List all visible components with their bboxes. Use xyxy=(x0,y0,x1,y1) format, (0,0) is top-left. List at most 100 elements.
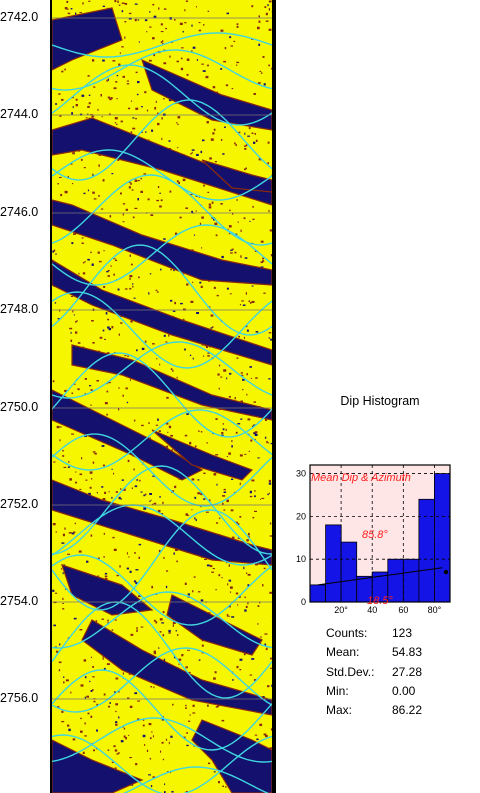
speckle xyxy=(113,472,115,475)
speckle xyxy=(213,473,217,476)
speckle xyxy=(93,86,96,88)
speckle xyxy=(155,289,158,291)
speckle xyxy=(263,83,266,86)
speckle xyxy=(182,30,184,33)
speckle xyxy=(59,426,62,428)
speckle xyxy=(158,647,160,649)
speckle xyxy=(80,684,84,687)
speckle xyxy=(137,700,141,702)
speckle xyxy=(124,21,127,23)
speckle xyxy=(163,98,165,100)
speckle xyxy=(155,424,159,426)
speckle xyxy=(234,142,236,145)
speckle xyxy=(183,308,186,311)
stat-row-min: Min: 0.00 xyxy=(326,684,436,703)
speckle xyxy=(246,329,249,332)
speckle xyxy=(244,132,246,135)
speckle xyxy=(102,179,105,182)
speckle xyxy=(197,591,201,593)
speckle xyxy=(168,334,170,337)
speckle xyxy=(134,18,137,22)
speckle xyxy=(125,387,128,390)
speckle xyxy=(230,249,233,251)
trend-line xyxy=(317,567,443,586)
speckle xyxy=(191,478,195,481)
speckle xyxy=(231,445,233,448)
speckle xyxy=(268,378,271,380)
speckle xyxy=(138,41,140,43)
speckle xyxy=(250,301,252,304)
speckle xyxy=(79,473,83,476)
speckle xyxy=(101,445,105,447)
speckle xyxy=(231,248,234,250)
speckle xyxy=(170,735,173,738)
speckle xyxy=(128,181,131,183)
speckle xyxy=(104,578,108,580)
speckle xyxy=(247,602,249,605)
speckle xyxy=(63,676,65,678)
speckle xyxy=(91,263,94,266)
speckle xyxy=(253,424,256,426)
speckle xyxy=(162,40,164,42)
speckle xyxy=(243,217,246,220)
speckle xyxy=(213,677,216,680)
speckle xyxy=(82,262,85,264)
speckle xyxy=(261,497,265,499)
speckle xyxy=(236,665,239,669)
speckle xyxy=(264,633,268,635)
speckle xyxy=(259,70,262,72)
speckle xyxy=(75,481,77,484)
speckle xyxy=(59,309,61,312)
speckle xyxy=(114,767,117,770)
speckle xyxy=(153,15,157,19)
speckle xyxy=(222,502,224,505)
speckle xyxy=(214,222,218,225)
histogram-bar xyxy=(325,524,342,603)
speckle xyxy=(251,132,254,134)
speckle xyxy=(173,552,175,555)
speckle xyxy=(62,533,65,537)
speckle xyxy=(222,785,224,787)
speckle xyxy=(148,292,150,295)
sinusoid-pick xyxy=(52,49,272,91)
speckle xyxy=(194,517,196,520)
stat-label: Mean: xyxy=(326,645,360,660)
speckle xyxy=(268,64,271,67)
speckle xyxy=(260,261,263,264)
speckle xyxy=(193,234,196,236)
speckle xyxy=(90,534,93,537)
speckle xyxy=(94,452,97,455)
speckle xyxy=(64,68,66,71)
speckle xyxy=(192,704,195,707)
speckle xyxy=(206,345,208,348)
speckle xyxy=(240,372,243,374)
speckle xyxy=(188,720,191,722)
speckle xyxy=(175,232,178,235)
borehole-image-log[interactable] xyxy=(52,0,272,793)
x-tick-label: 40 xyxy=(367,605,377,615)
speckle xyxy=(63,466,67,468)
speckle xyxy=(223,491,227,493)
speckle xyxy=(61,568,63,570)
speckle xyxy=(186,283,189,286)
speckle xyxy=(72,152,75,155)
speckle xyxy=(92,173,94,177)
speckle xyxy=(174,485,177,489)
speckle xyxy=(113,273,115,276)
speckle xyxy=(92,461,95,464)
speckle xyxy=(189,354,192,356)
speckle xyxy=(123,727,126,730)
speckle xyxy=(140,190,143,193)
speckle xyxy=(144,91,147,94)
speckle xyxy=(107,78,109,81)
speckle xyxy=(243,336,245,339)
histogram-bar xyxy=(433,473,451,603)
speckle xyxy=(83,192,86,195)
speckle xyxy=(115,677,119,680)
speckle xyxy=(152,3,155,6)
speckle xyxy=(249,490,252,494)
speckle xyxy=(220,203,223,205)
speckle xyxy=(262,260,265,263)
speckle xyxy=(136,479,139,481)
speckle xyxy=(116,574,119,577)
